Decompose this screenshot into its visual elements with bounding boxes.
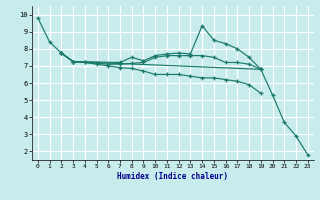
X-axis label: Humidex (Indice chaleur): Humidex (Indice chaleur) — [117, 172, 228, 181]
